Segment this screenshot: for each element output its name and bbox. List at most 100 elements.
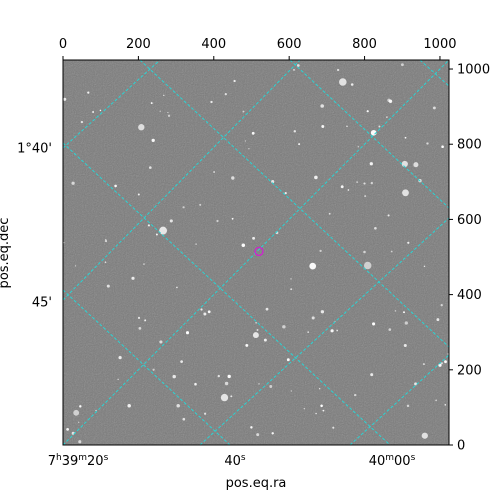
star xyxy=(233,79,236,83)
right-tick-label: 0 xyxy=(457,439,465,454)
grid-line xyxy=(63,142,391,445)
star xyxy=(104,240,108,243)
top-tick-label: 600 xyxy=(277,37,302,52)
star xyxy=(293,130,296,133)
star xyxy=(244,140,246,142)
star xyxy=(131,276,135,280)
star xyxy=(394,310,397,312)
star xyxy=(207,310,211,314)
star xyxy=(369,162,373,166)
star xyxy=(99,109,102,112)
star xyxy=(363,250,366,254)
grid-line xyxy=(63,289,231,445)
star xyxy=(357,146,359,148)
star xyxy=(374,226,377,230)
star xyxy=(151,138,155,143)
star xyxy=(78,421,80,423)
star xyxy=(203,312,207,316)
star xyxy=(320,404,323,408)
star xyxy=(286,358,290,362)
star xyxy=(159,340,163,344)
star xyxy=(216,219,219,223)
left-tick-label: 1°40' xyxy=(17,142,52,157)
bottom-tick-label: 40m00s xyxy=(369,453,416,469)
star xyxy=(144,319,147,322)
star xyxy=(321,125,325,128)
star xyxy=(290,278,292,280)
left-axis: 1°40' 45' xyxy=(17,142,52,311)
star xyxy=(204,412,207,415)
star xyxy=(224,92,227,96)
star xyxy=(213,171,215,173)
star xyxy=(406,404,410,408)
star xyxy=(423,265,426,268)
star xyxy=(176,286,178,289)
star xyxy=(339,78,347,86)
bottom-tick-label: 7h39m20s xyxy=(48,453,109,469)
top-tick-label: 400 xyxy=(201,37,226,52)
star xyxy=(127,404,131,408)
star xyxy=(256,329,259,331)
star xyxy=(248,148,250,150)
star xyxy=(336,329,339,332)
right-axis: 0 200 400 600 800 1000 xyxy=(449,63,490,454)
top-tick-label: 0 xyxy=(59,37,67,52)
star xyxy=(378,125,381,128)
star xyxy=(322,409,325,412)
star xyxy=(340,185,344,189)
star xyxy=(138,124,145,131)
star xyxy=(350,83,354,86)
star xyxy=(363,261,372,270)
star xyxy=(315,412,317,415)
star xyxy=(421,432,428,439)
star xyxy=(390,250,393,253)
plot-frame xyxy=(62,59,450,446)
star xyxy=(95,409,97,412)
right-tick-label: 1000 xyxy=(457,63,490,78)
top-tick-label: 1000 xyxy=(423,37,456,52)
star xyxy=(242,110,245,113)
grid-line xyxy=(63,60,449,445)
top-axis: 0 200 400 600 800 1000 xyxy=(59,37,457,60)
star xyxy=(388,99,393,104)
star xyxy=(354,393,357,397)
star xyxy=(319,249,322,253)
star xyxy=(388,328,392,331)
star xyxy=(271,180,275,184)
top-tick-label: 800 xyxy=(352,37,377,52)
star xyxy=(370,181,373,185)
star xyxy=(311,316,315,320)
star xyxy=(298,143,301,146)
right-tick-label: 600 xyxy=(457,213,482,228)
star xyxy=(284,191,287,195)
star xyxy=(402,189,409,197)
star xyxy=(195,243,197,245)
star xyxy=(114,184,117,188)
grid-line xyxy=(419,60,449,87)
star xyxy=(332,426,335,429)
star xyxy=(271,432,274,435)
star xyxy=(159,226,168,235)
star xyxy=(231,217,234,220)
star xyxy=(370,373,374,377)
star xyxy=(444,360,447,364)
star xyxy=(258,383,260,385)
star xyxy=(138,327,142,330)
star xyxy=(185,331,190,335)
star xyxy=(74,265,77,267)
star xyxy=(440,304,443,307)
star xyxy=(444,403,447,406)
top-tick-label: 200 xyxy=(126,37,151,52)
grid-line xyxy=(289,60,449,209)
star xyxy=(441,145,444,148)
star xyxy=(220,393,229,402)
star xyxy=(163,94,165,97)
star xyxy=(440,362,443,365)
star xyxy=(290,288,293,291)
star xyxy=(330,329,334,333)
star xyxy=(256,433,260,437)
star xyxy=(364,195,367,198)
star xyxy=(307,331,310,333)
star xyxy=(167,114,171,117)
star xyxy=(150,102,153,105)
